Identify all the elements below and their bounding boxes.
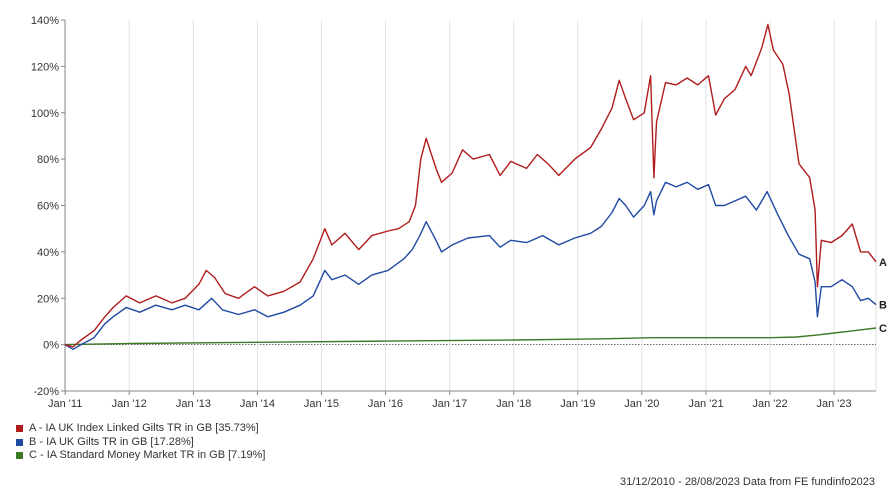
y-tick-label: 20%: [37, 293, 59, 305]
legend-swatch-a: [16, 425, 23, 433]
legend-swatch-b: [16, 438, 23, 446]
y-tick-label: 100%: [31, 108, 59, 120]
x-tick-label: Jan '16: [368, 398, 403, 410]
y-tick-label: 120%: [31, 61, 59, 73]
vertical-grid-lines: [64, 20, 877, 391]
x-tick-label: Jan '17: [432, 398, 467, 410]
legend: A - IA UK Index Linked Gilts TR in GB [3…: [16, 422, 265, 463]
legend-item-b: B - IA UK Gilts TR in GB [17.28%]: [16, 436, 265, 450]
series-line-a: [64, 23, 877, 348]
y-tick-label: 40%: [37, 247, 59, 259]
performance-chart: -20%0%20%40%60%80%100%120%140% Jan '11 Ja…: [31, 15, 887, 410]
series-line-b: [64, 181, 877, 350]
x-tick-label: Jan '20: [624, 398, 659, 410]
x-tick-label: Jan '11: [48, 398, 82, 410]
x-tick-label: Jan '15: [304, 398, 339, 410]
series-end-labels: A BC: [879, 257, 887, 335]
y-tick-label: 80%: [37, 154, 59, 166]
y-tick-label: 140%: [31, 15, 59, 27]
x-tick-label: Jan '12: [112, 398, 147, 410]
series-line-c: [64, 327, 877, 346]
legend-label-b: B - IA UK Gilts TR in GB [17.28%]: [29, 435, 194, 448]
legend-item-c: C - IA Standard Money Market TR in GB [7…: [16, 449, 265, 463]
legend-label-c: C - IA Standard Money Market TR in GB [7…: [29, 449, 266, 461]
series-lines: [64, 23, 877, 350]
x-tick-label: Jan '18: [496, 398, 531, 410]
x-tick-label: Jan '23: [817, 398, 852, 410]
footer-source-text: 31/12/2010 - 28/08/2023 Data from FE fun…: [619, 476, 875, 488]
legend-label-a: A - IA UK Index Linked Gilts TR in GB [3…: [29, 422, 259, 434]
x-tick-label: Jan '19: [560, 398, 595, 410]
y-tick-label: -20%: [33, 386, 59, 398]
x-axis: Jan '11 Jan '12 Jan '13 Jan '14 Jan '15 Jan '…: [48, 390, 876, 410]
y-axis: -20% 0% 20% 40% 60% 80% 100% 120% 140%: [31, 15, 66, 398]
series-end-label-a: A: [879, 257, 887, 269]
legend-swatch-c: [16, 452, 23, 460]
series-end-label-c: C: [879, 323, 887, 335]
x-tick-label: Jan '13: [176, 398, 211, 410]
legend-item-a: A - IA UK Index Linked Gilts TR in GB [3…: [16, 422, 265, 436]
series-end-label-b: B: [879, 300, 887, 312]
x-tick-label: Jan '14: [240, 398, 275, 410]
y-tick-label: 60%: [37, 201, 59, 213]
x-tick-label: Jan '22: [752, 398, 787, 410]
y-tick-label: 0%: [43, 340, 59, 352]
x-tick-label: Jan '21: [688, 398, 723, 410]
